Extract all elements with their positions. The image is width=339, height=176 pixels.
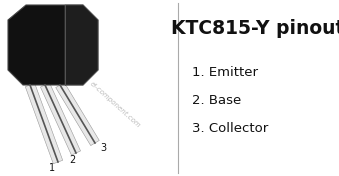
Polygon shape	[8, 5, 98, 85]
Text: 2: 2	[69, 155, 75, 165]
Text: 1: 1	[49, 163, 55, 173]
Text: 2. Base: 2. Base	[192, 93, 241, 106]
Polygon shape	[65, 5, 98, 85]
Text: 3: 3	[100, 143, 106, 153]
Text: KTC815-Y pinout: KTC815-Y pinout	[171, 18, 339, 37]
Polygon shape	[25, 83, 63, 164]
Polygon shape	[40, 83, 81, 155]
Polygon shape	[56, 82, 99, 146]
Text: el-component.com: el-component.com	[88, 81, 141, 129]
Text: 3. Collector: 3. Collector	[192, 121, 268, 134]
Text: 1. Emitter: 1. Emitter	[192, 65, 258, 78]
